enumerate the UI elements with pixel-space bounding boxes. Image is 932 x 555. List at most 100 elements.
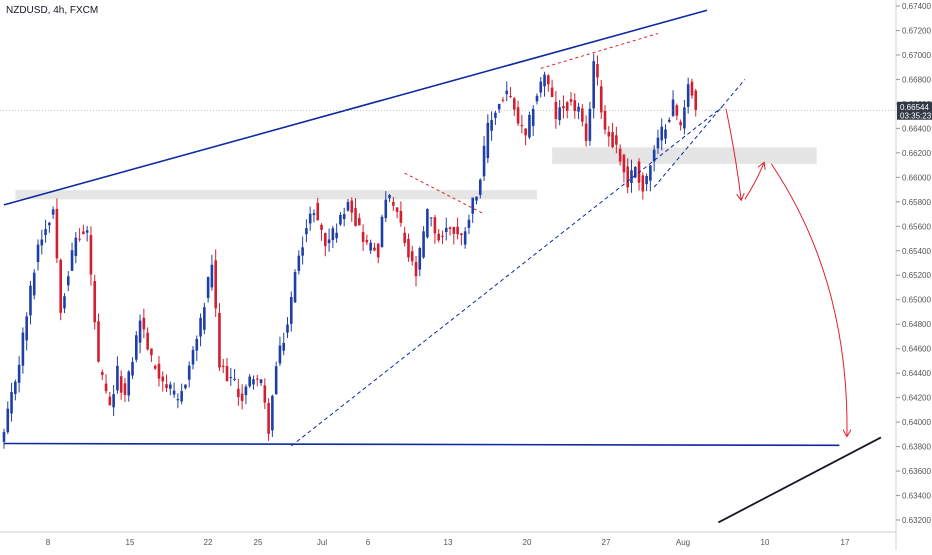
candle-up (278, 345, 282, 364)
candle-down (675, 105, 679, 116)
candle-down (123, 383, 127, 395)
candle-up (577, 106, 580, 112)
candle-down (562, 106, 565, 109)
candle-up (543, 74, 546, 87)
lower-trendline (718, 436, 882, 524)
candle-up (588, 108, 592, 141)
candle-down (599, 86, 603, 113)
candle-up (271, 395, 274, 431)
candle-down (550, 87, 554, 98)
candles (2, 53, 698, 449)
candle-up (44, 229, 47, 236)
x-tick-label: Jul (317, 538, 327, 547)
y-tick-label: 0.66800 (902, 75, 931, 84)
candle-up (486, 122, 490, 159)
candle-up (667, 119, 671, 122)
candle-down (267, 403, 270, 434)
candle-up (14, 381, 17, 395)
y-tick-label: 0.63200 (902, 516, 931, 525)
candle-up (558, 107, 561, 121)
candle-up (10, 391, 13, 414)
y-tick-label: 0.66400 (902, 124, 931, 133)
candle-up (305, 228, 308, 235)
y-tick-label: 0.65000 (902, 296, 931, 305)
candle-up (494, 112, 497, 118)
y-tick-label: 0.65200 (902, 271, 931, 280)
candle-down (509, 95, 512, 97)
candle-down (596, 64, 599, 78)
candle-down (581, 108, 584, 122)
current-price-tag (897, 101, 932, 120)
candle-up (308, 213, 312, 224)
candle-down (554, 101, 558, 119)
candle-up (32, 272, 36, 296)
forecast-arrow (744, 163, 764, 200)
candle-down (407, 238, 410, 258)
red-dashed-line (540, 33, 659, 69)
candle-up (335, 232, 338, 239)
candle-up (248, 376, 251, 387)
candle-up (29, 285, 32, 316)
candle-up (199, 317, 202, 337)
candle-down (433, 217, 437, 234)
candle-up (172, 390, 176, 395)
candle-down (524, 128, 527, 136)
candle-down (350, 200, 354, 213)
candle-down (547, 75, 550, 85)
candle-down (611, 132, 614, 148)
candle-down (221, 365, 225, 367)
candle-down (150, 348, 153, 356)
current-price-label: 0.66544 (900, 103, 929, 112)
x-tick-label: 15 (126, 538, 135, 547)
y-tick-label: 0.64000 (902, 418, 931, 427)
countdown-label: 03:35:23 (900, 111, 932, 120)
zones (15, 147, 817, 200)
candle-up (339, 214, 342, 225)
x-tick-label: 10 (761, 538, 770, 547)
candle-down (615, 135, 618, 145)
candle-up (187, 365, 191, 380)
candle-down (165, 384, 168, 389)
candle-up (233, 378, 236, 380)
candle-up (48, 222, 51, 226)
candle-down (694, 90, 698, 110)
candle-up (70, 250, 74, 271)
candle-up (138, 320, 142, 343)
resistance-trendline (3, 9, 708, 206)
candle-down (82, 231, 85, 235)
candle-up (203, 307, 206, 330)
candle-down (316, 202, 320, 221)
candle-down (569, 99, 573, 102)
x-tick-label: 17 (841, 538, 850, 547)
candle-up (683, 107, 686, 129)
candle-up (195, 338, 199, 351)
candle-down (565, 102, 569, 112)
resistance-zone (552, 147, 817, 164)
candle-down (55, 208, 59, 259)
candle-up (331, 228, 335, 240)
candle-down (410, 251, 414, 262)
candle-down (622, 154, 626, 173)
candle-down (161, 376, 165, 382)
candle-down (93, 281, 97, 323)
candle-up (535, 95, 539, 102)
candle-down (584, 123, 588, 141)
x-tick-label: 8 (46, 538, 51, 547)
trendlines (3, 9, 882, 524)
candle-down (456, 226, 459, 235)
support-line (3, 442, 840, 447)
candle-down (89, 235, 93, 275)
candle-up (422, 231, 425, 258)
candle-up (380, 216, 384, 248)
candle-up (210, 264, 214, 288)
candle-up (649, 165, 652, 181)
candle-down (690, 81, 694, 96)
candle-down (320, 224, 323, 230)
candle-up (40, 239, 44, 246)
candle-up (135, 335, 138, 360)
candle-down (618, 148, 622, 162)
candle-down (108, 396, 112, 406)
small-channel-dashed (653, 79, 746, 188)
candle-down (361, 232, 365, 242)
